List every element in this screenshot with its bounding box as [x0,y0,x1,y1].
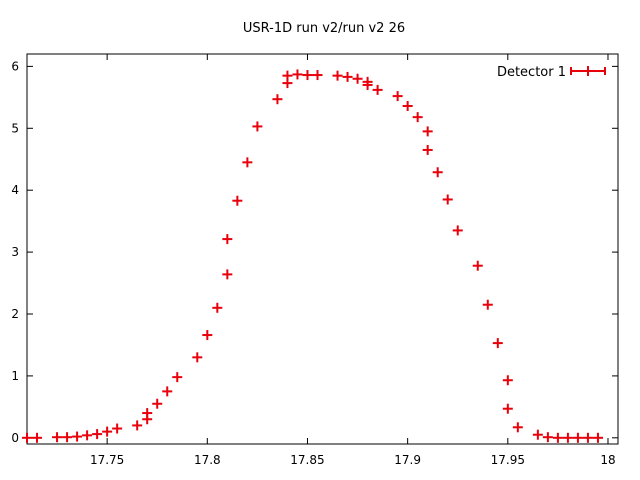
data-point [552,432,563,443]
data-point [422,126,433,137]
y-tick-label: 1 [11,369,19,383]
data-point [352,73,363,84]
x-tick-label: 17.95 [491,453,525,467]
data-point [272,94,283,105]
y-tick-label: 5 [11,121,19,135]
data-point [592,432,603,443]
x-tick-label: 17.85 [290,453,324,467]
x-tick-label: 17.75 [90,453,124,467]
data-point [442,194,453,205]
data-point [302,70,313,81]
y-axis: 0 1 2 3 4 5 6 [11,59,618,445]
data-point [192,352,203,363]
data-point [152,398,163,409]
data-point [402,101,413,111]
data-point [252,121,263,132]
data-point [82,430,93,441]
y-tick-label: 0 [11,431,19,445]
y-tick-label: 4 [11,183,19,197]
data-point [472,260,483,271]
data-point [312,70,323,81]
data-point [232,195,243,206]
data-point [212,302,223,313]
data-point [62,432,73,443]
chart-title: USR-1D run v2/run v2 26 [243,21,405,36]
data-point [222,234,233,245]
data-point [372,84,383,95]
data-point [502,403,513,414]
data-point [112,423,123,434]
x-tick-label: 18 [600,453,615,467]
data-point [502,375,513,386]
data-point [132,420,143,431]
data-point [362,79,373,90]
data-point [562,432,573,443]
data-point [292,69,303,80]
data-point [172,372,183,383]
data-point [412,112,423,123]
data-point [32,432,43,443]
y-tick-label: 3 [11,245,19,259]
data-point [422,144,433,155]
data-point [342,71,353,82]
legend-symbol-detector-1 [570,66,606,76]
plot-frame [26,53,619,445]
data-point [542,432,553,443]
x-axis: 17.75 17.8 17.85 17.9 17.95 18 [90,54,616,467]
data-point [92,429,103,440]
data-point [282,70,293,81]
data-point [222,269,233,280]
data-point [572,432,583,443]
x-tick-label: 17.8 [194,453,221,467]
data-points [22,69,603,443]
y-tick-label: 6 [11,59,19,73]
legend-label-detector-1: Detector 1 [497,65,566,80]
data-point [512,422,523,433]
data-point [482,299,493,310]
y-tick-label: 2 [11,307,19,321]
data-point [492,338,503,349]
data-point [532,429,543,440]
data-point [22,432,32,443]
data-point [162,386,173,397]
data-point [332,70,343,81]
x-tick-label: 17.9 [394,453,421,467]
legend: Detector 1 [497,65,606,80]
data-point [102,426,113,437]
data-point [142,408,153,419]
data-point [582,432,593,443]
data-point [432,167,443,178]
data-point [452,225,463,236]
data-point [52,432,63,443]
data-point [72,431,83,442]
data-point [202,330,213,341]
data-point [392,91,403,102]
data-point [242,157,253,168]
